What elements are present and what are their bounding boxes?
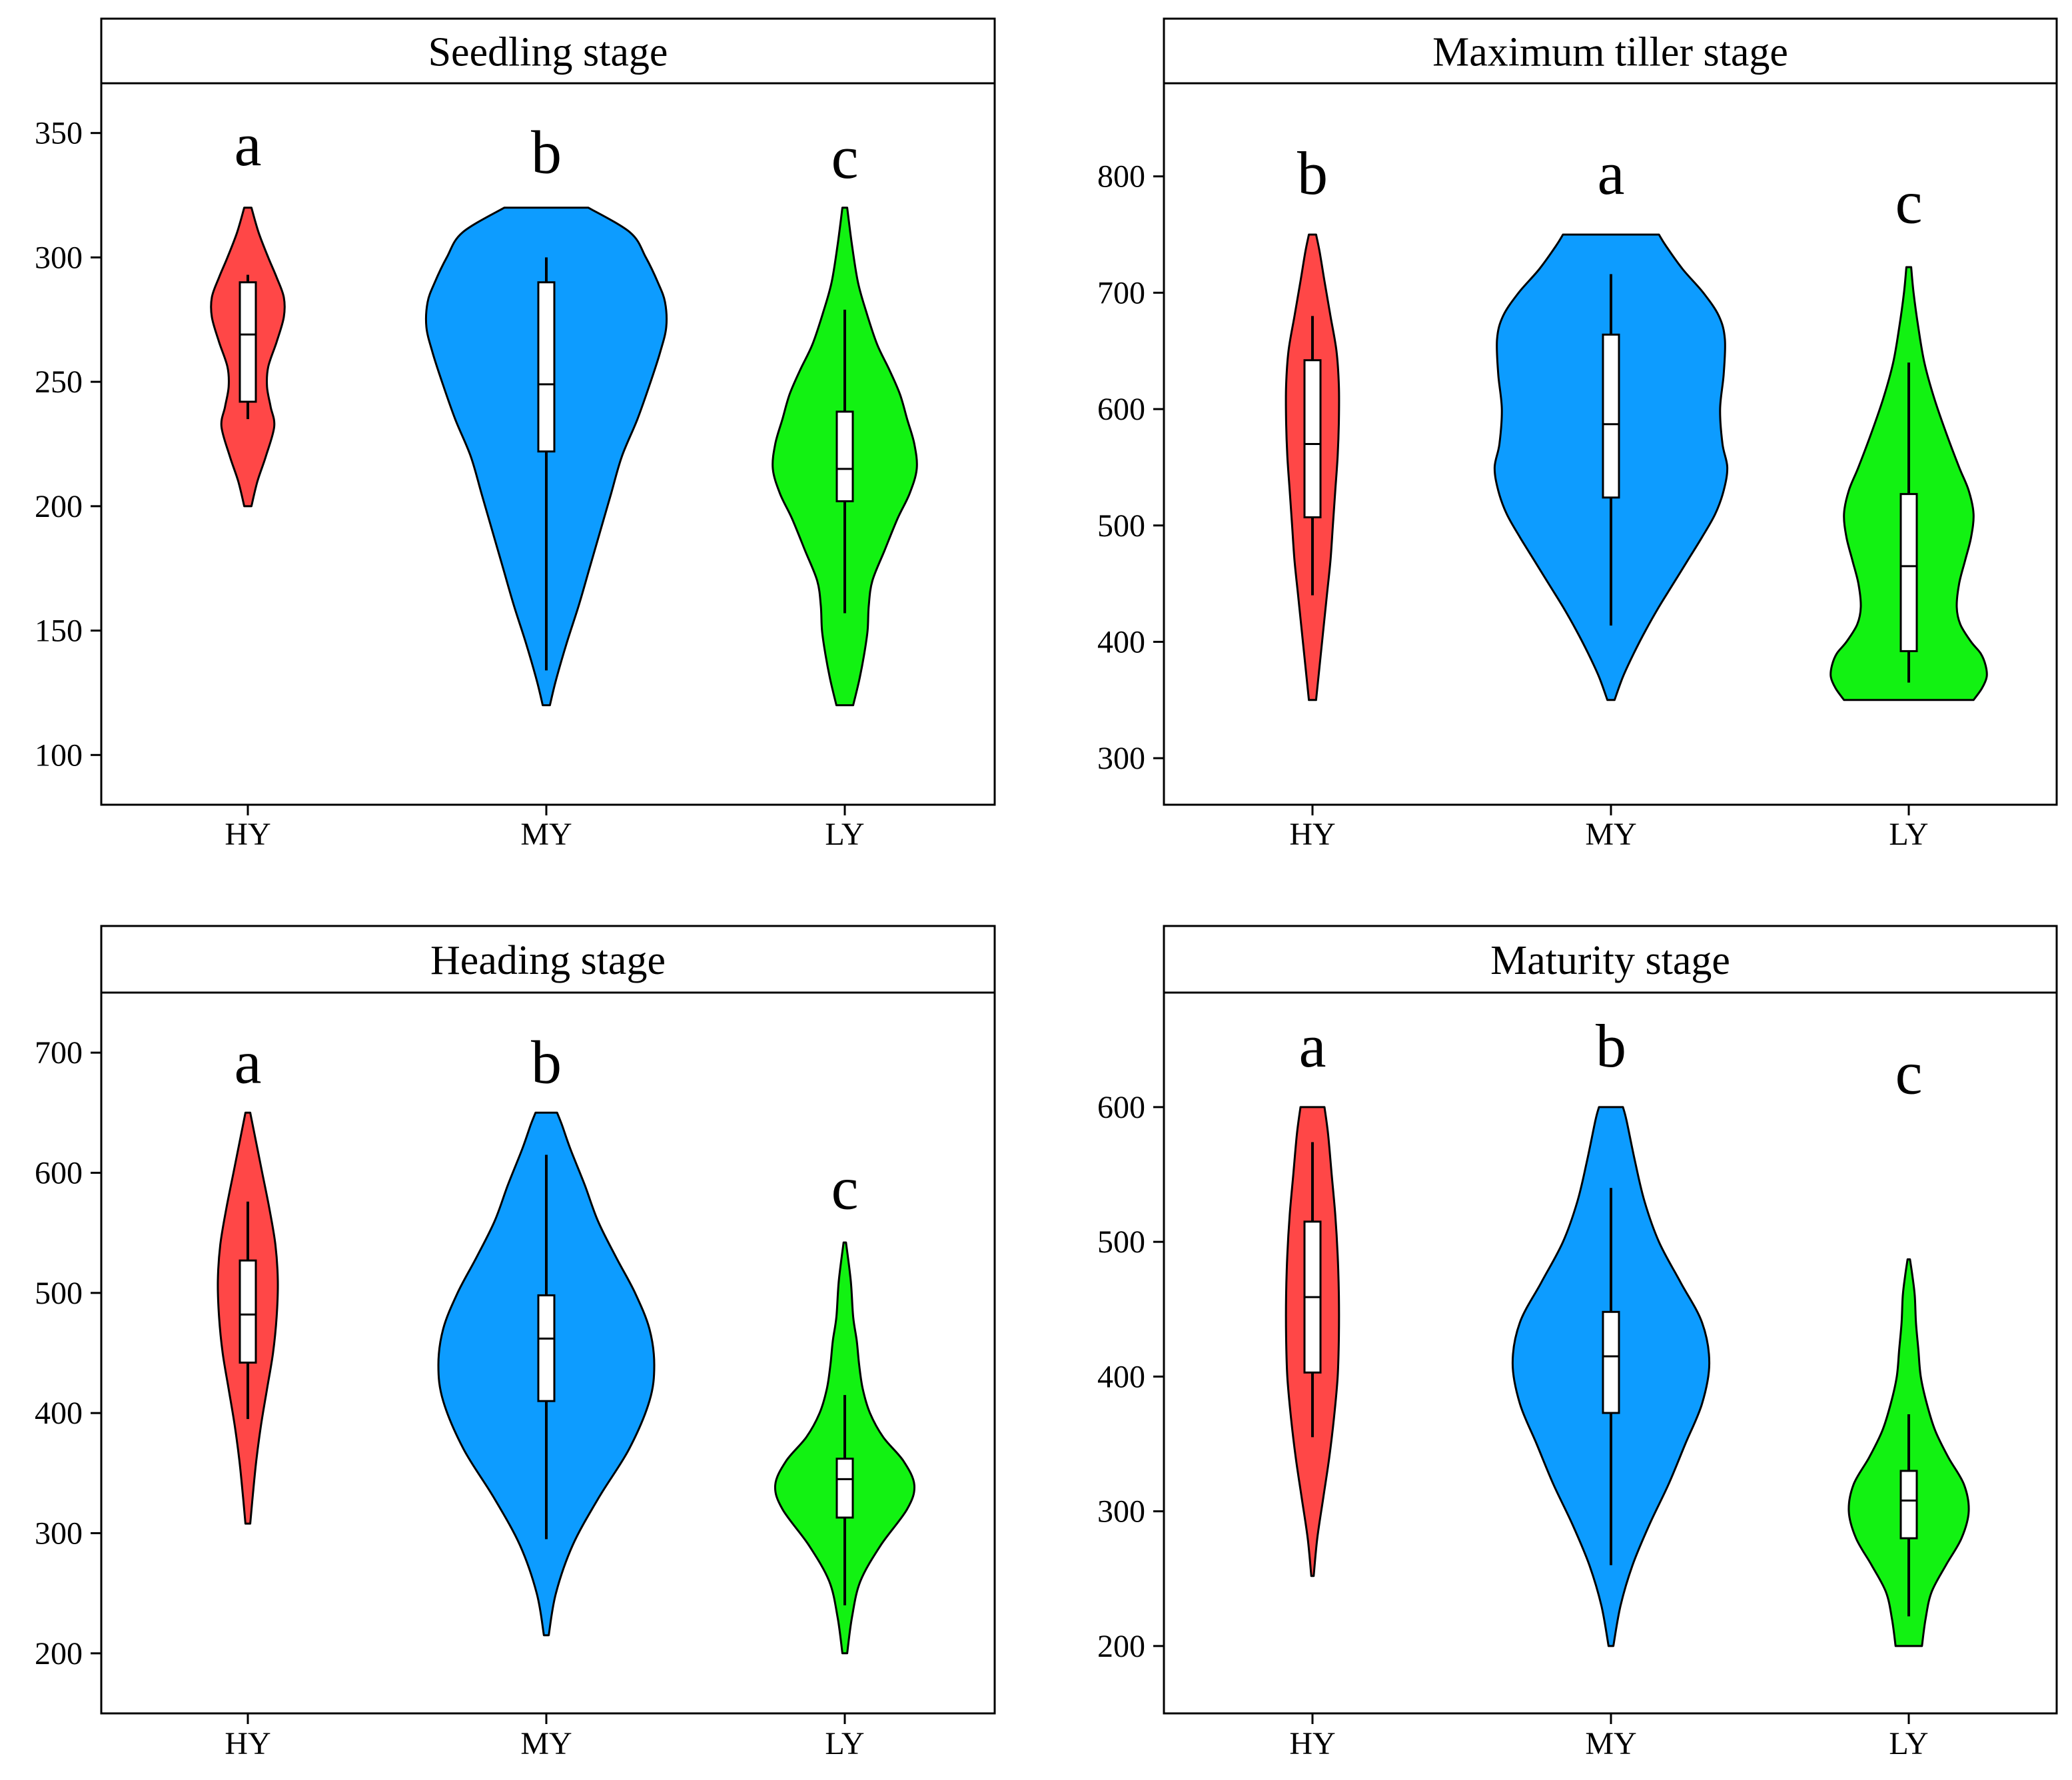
panel-1: Seedling stage 100 150 200 250 300 350 HY MY LY a b… (35, 17, 996, 852)
significance-letter-hy: a (235, 1028, 262, 1096)
panel-title: Seedling stage (428, 30, 668, 75)
y-tick-label: 200 (35, 489, 83, 524)
significance-letter-ly: c (831, 123, 859, 191)
y-tick-label: 600 (35, 1156, 83, 1191)
y-tick-label: 500 (1097, 508, 1145, 544)
box-hy (239, 1259, 257, 1364)
y-tick-label: 800 (1097, 159, 1145, 195)
strip-box (100, 17, 996, 85)
y-tick-label: 600 (1097, 392, 1145, 427)
y-tick-label: 700 (35, 1035, 83, 1071)
box-my (537, 281, 556, 453)
y-tick-label: 350 (35, 116, 83, 151)
y-tick-label: 300 (35, 1516, 83, 1552)
x-tick-label: HY (1289, 1726, 1335, 1761)
x-tick-label: HY (225, 817, 270, 852)
panel-title: Heading stage (430, 938, 666, 983)
significance-letter-my: b (531, 1028, 562, 1096)
y-tick-label: 400 (1097, 624, 1145, 660)
x-tick-label: MY (520, 817, 572, 852)
box-ly (1899, 493, 1918, 652)
x-tick-label: HY (225, 1726, 270, 1761)
y-tick-label: 150 (35, 614, 83, 649)
significance-letter-hy: a (235, 111, 262, 179)
x-tick-label: LY (825, 817, 864, 852)
x-tick-label: LY (1889, 817, 1928, 852)
significance-letter-my: b (531, 118, 562, 186)
strip-box (100, 925, 996, 994)
box-my (1602, 1310, 1620, 1414)
significance-letter-hy: b (1297, 139, 1328, 207)
significance-letter-ly: c (1895, 1039, 1923, 1107)
box-ly (835, 410, 854, 502)
y-tick-label: 500 (1097, 1224, 1145, 1260)
box-ly (835, 1458, 854, 1519)
x-tick-label: MY (520, 1726, 572, 1761)
y-tick-label: 100 (35, 737, 83, 773)
significance-letter-ly: c (1895, 169, 1923, 236)
x-tick-label: LY (1889, 1726, 1928, 1761)
panel-2: Maximum tiller stage 300 400 500 600 700 800 HY… (1097, 17, 2058, 852)
y-tick-label: 250 (35, 364, 83, 400)
y-tick-label: 300 (1097, 1494, 1145, 1530)
strip-box (1163, 925, 2058, 994)
y-tick-label: 700 (1097, 275, 1145, 310)
significance-letter-my: a (1598, 139, 1625, 207)
x-tick-label: MY (1585, 1726, 1636, 1761)
panel-4: Maturity stage 200 300 400 500 600 HY MY LY a b c (1097, 925, 2058, 1761)
y-tick-label: 200 (1097, 1629, 1145, 1664)
panel-title: Maturity stage (1490, 938, 1730, 983)
box-my (537, 1294, 556, 1402)
strip-box (1163, 17, 2058, 85)
significance-letter-my: b (1596, 1012, 1626, 1080)
y-tick-label: 400 (1097, 1359, 1145, 1394)
significance-letter-ly: c (831, 1154, 859, 1222)
y-tick-label: 200 (35, 1636, 83, 1671)
y-tick-label: 500 (35, 1276, 83, 1311)
box-ly (1899, 1470, 1918, 1540)
x-tick-label: LY (825, 1726, 864, 1761)
significance-letter-hy: a (1299, 1012, 1326, 1080)
x-tick-label: HY (1289, 817, 1335, 852)
box-my (1602, 333, 1620, 499)
y-tick-label: 600 (1097, 1090, 1145, 1125)
box-hy (239, 281, 257, 403)
box-hy (1303, 359, 1322, 519)
y-tick-label: 300 (1097, 741, 1145, 776)
y-tick-label: 400 (35, 1396, 83, 1431)
y-tick-label: 300 (35, 240, 83, 275)
panel-title: Maximum tiller stage (1432, 30, 1788, 75)
x-tick-label: MY (1585, 817, 1636, 852)
panel-3: Heading stage 200 300 400 500 600 700 HY MY LY a b c (35, 925, 996, 1761)
